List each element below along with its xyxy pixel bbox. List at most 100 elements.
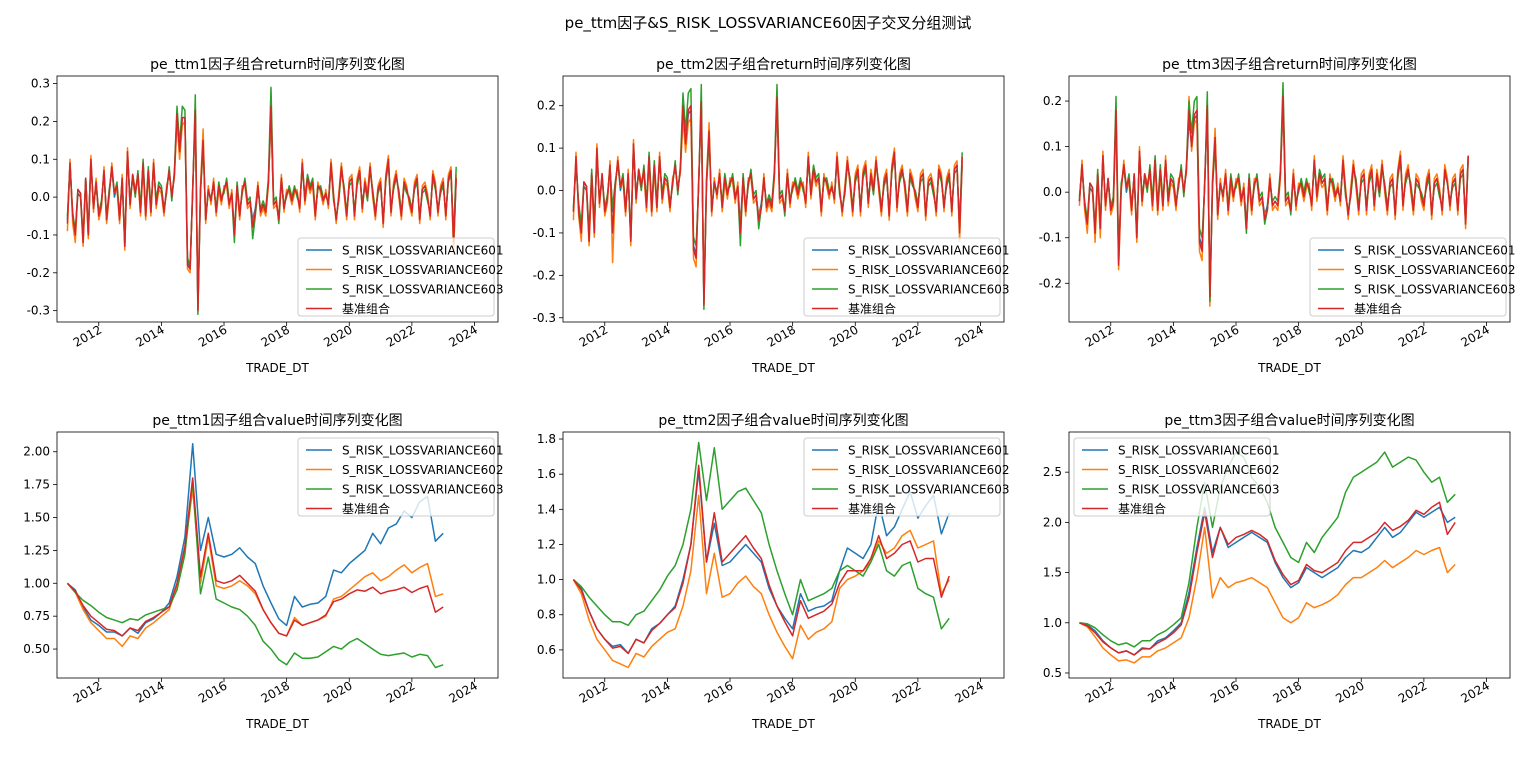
x-tick-label: 2012 — [1083, 678, 1116, 705]
y-tick-label: 0.75 — [23, 609, 50, 623]
chart-panel-6: pe_ttm3因子组合value时间序列变化图 0.5 1.0 1.5 2.0 2.5 20… — [1043, 413, 1511, 731]
legend-label: S_RISK_LOSSVARIANCE602 — [342, 463, 504, 477]
y-tick-label: 1.2 — [537, 537, 556, 551]
x-tick-label: 2014 — [1145, 678, 1178, 705]
chart-title: pe_ttm3因子组合value时间序列变化图 — [1164, 413, 1414, 429]
series-line-4 — [572, 464, 950, 655]
legend-label: S_RISK_LOSSVARIANCE601 — [848, 444, 1010, 458]
plot-frame — [562, 431, 1005, 679]
plot-frame — [1068, 75, 1511, 323]
y-tick-label: 1.00 — [23, 576, 50, 590]
y-tick-label: 1.4 — [537, 502, 556, 516]
x-tick-label: 2012 — [577, 322, 610, 349]
series-line-3 — [66, 479, 444, 669]
legend-label: 基准组合 — [848, 301, 896, 316]
chart-panel-2: pe_ttm2因子组合return时间序列变化图 -0.3 -0.2 -0.1 0.0 0… — [533, 57, 1010, 375]
chart-panel-4: pe_ttm1因子组合value时间序列变化图 0.50 0.75 1.00 1.25 1… — [23, 413, 503, 731]
series-line-2 — [572, 494, 950, 669]
y-tick-label: 1.6 — [537, 467, 556, 481]
x-tick-label: 2022 — [890, 322, 923, 349]
x-tick-label: 2024 — [953, 322, 986, 349]
series-line-3 — [572, 441, 950, 630]
x-tick-label: 2022 — [384, 678, 417, 705]
legend-box — [803, 237, 1001, 317]
legend-label: 基准组合 — [1354, 301, 1402, 316]
figure-title: pe_ttm因子&S_RISK_LOSSVARIANCE60因子交叉分组测试 — [565, 14, 972, 33]
plot-frame — [1068, 431, 1511, 679]
y-tick-label: -0.3 — [533, 311, 556, 325]
y-tick-label: -0.2 — [533, 268, 556, 282]
y-tick-label: -0.1 — [533, 226, 556, 240]
legend-box — [297, 437, 495, 517]
chart-title: pe_ttm1因子组合return时间序列变化图 — [150, 57, 405, 73]
x-tick-label: 2022 — [384, 322, 417, 349]
legend: S_RISK_LOSSVARIANCE601 S_RISK_LOSSVARIANC… — [803, 237, 1010, 317]
x-tick-label: 2022 — [890, 678, 923, 705]
legend: S_RISK_LOSSVARIANCE601 S_RISK_LOSSVARIANC… — [1073, 437, 1280, 517]
y-tick-label: 1.75 — [23, 478, 50, 492]
x-tick-label: 2024 — [953, 678, 986, 705]
x-axis-label: TRADE_DT — [751, 361, 815, 375]
legend-label: S_RISK_LOSSVARIANCE603 — [1118, 483, 1280, 497]
y-tick-label: 0.1 — [31, 152, 50, 166]
y-tick-label: 0.6 — [537, 643, 556, 657]
x-tick-label: 2024 — [447, 678, 480, 705]
y-tick-label: 0.50 — [23, 642, 50, 656]
legend-label: S_RISK_LOSSVARIANCE602 — [848, 263, 1010, 277]
x-tick-label: 2020 — [321, 322, 354, 349]
series-line-2 — [1079, 526, 1456, 664]
y-tick-label: 2.5 — [1043, 465, 1062, 479]
x-tick-label: 2016 — [1208, 678, 1241, 705]
plot-frame — [56, 431, 499, 679]
y-tick-label: 2.00 — [23, 445, 50, 459]
series-line-4 — [572, 96, 963, 306]
y-tick-label: 1.25 — [23, 543, 50, 557]
x-tick-label: 2014 — [133, 322, 166, 349]
legend-label: S_RISK_LOSSVARIANCE601 — [342, 444, 504, 458]
x-tick-label: 2014 — [1145, 322, 1178, 349]
series-line-1 — [1079, 506, 1456, 656]
x-tick-label: 2012 — [1083, 322, 1116, 349]
x-tick-label: 2016 — [702, 678, 735, 705]
legend-label: 基准组合 — [1118, 501, 1166, 516]
legend-label: 基准组合 — [342, 301, 390, 316]
series-line-4 — [66, 105, 457, 312]
x-tick-label: 2016 — [196, 678, 229, 705]
x-tick-label: 2018 — [1271, 322, 1304, 349]
x-tick-label: 2018 — [765, 678, 798, 705]
x-tick-label: 2012 — [71, 322, 104, 349]
chart-panel-5: pe_ttm2因子组合value时间序列变化图 0.6 0.8 1.0 1.2 1.4 1.… — [537, 413, 1010, 731]
chart-title: pe_ttm2因子组合return时间序列变化图 — [656, 57, 911, 73]
y-tick-label: 0.3 — [31, 77, 50, 91]
x-tick-label: 2018 — [765, 322, 798, 349]
legend-label: S_RISK_LOSSVARIANCE602 — [1118, 463, 1280, 477]
y-tick-label: -0.1 — [27, 228, 50, 242]
chart-title: pe_ttm2因子组合value时间序列变化图 — [658, 413, 908, 429]
y-tick-label: 0.1 — [537, 141, 556, 155]
x-tick-label: 2016 — [702, 322, 735, 349]
legend-label: 基准组合 — [848, 501, 896, 516]
y-tick-label: 1.5 — [1043, 566, 1062, 580]
y-tick-label: 0.0 — [537, 184, 556, 198]
x-axis-label: TRADE_DT — [245, 717, 309, 731]
x-tick-label: 2014 — [639, 322, 672, 349]
x-tick-label: 2024 — [1459, 678, 1492, 705]
y-tick-label: 0.2 — [31, 114, 50, 128]
series-line-2 — [66, 487, 444, 648]
x-axis-label: TRADE_DT — [1257, 717, 1321, 731]
x-axis-label: TRADE_DT — [751, 717, 815, 731]
y-tick-label: 1.0 — [537, 573, 556, 587]
x-axis-label: TRADE_DT — [245, 361, 309, 375]
legend-label: S_RISK_LOSSVARIANCE603 — [848, 283, 1010, 297]
y-tick-label: 0.0 — [1043, 185, 1062, 199]
legend-label: S_RISK_LOSSVARIANCE603 — [848, 483, 1010, 497]
x-tick-label: 2020 — [321, 678, 354, 705]
x-tick-label: 2020 — [827, 678, 860, 705]
y-tick-label: 0.1 — [1043, 140, 1062, 154]
chart-panel-3: pe_ttm3因子组合return时间序列变化图 -0.2 -0.1 0.0 0.1 0.… — [1039, 57, 1516, 375]
plot-frame — [562, 75, 1005, 323]
chart-title: pe_ttm1因子组合value时间序列变化图 — [152, 413, 402, 429]
legend-label: S_RISK_LOSSVARIANCE603 — [342, 283, 504, 297]
legend-box — [1309, 237, 1507, 317]
